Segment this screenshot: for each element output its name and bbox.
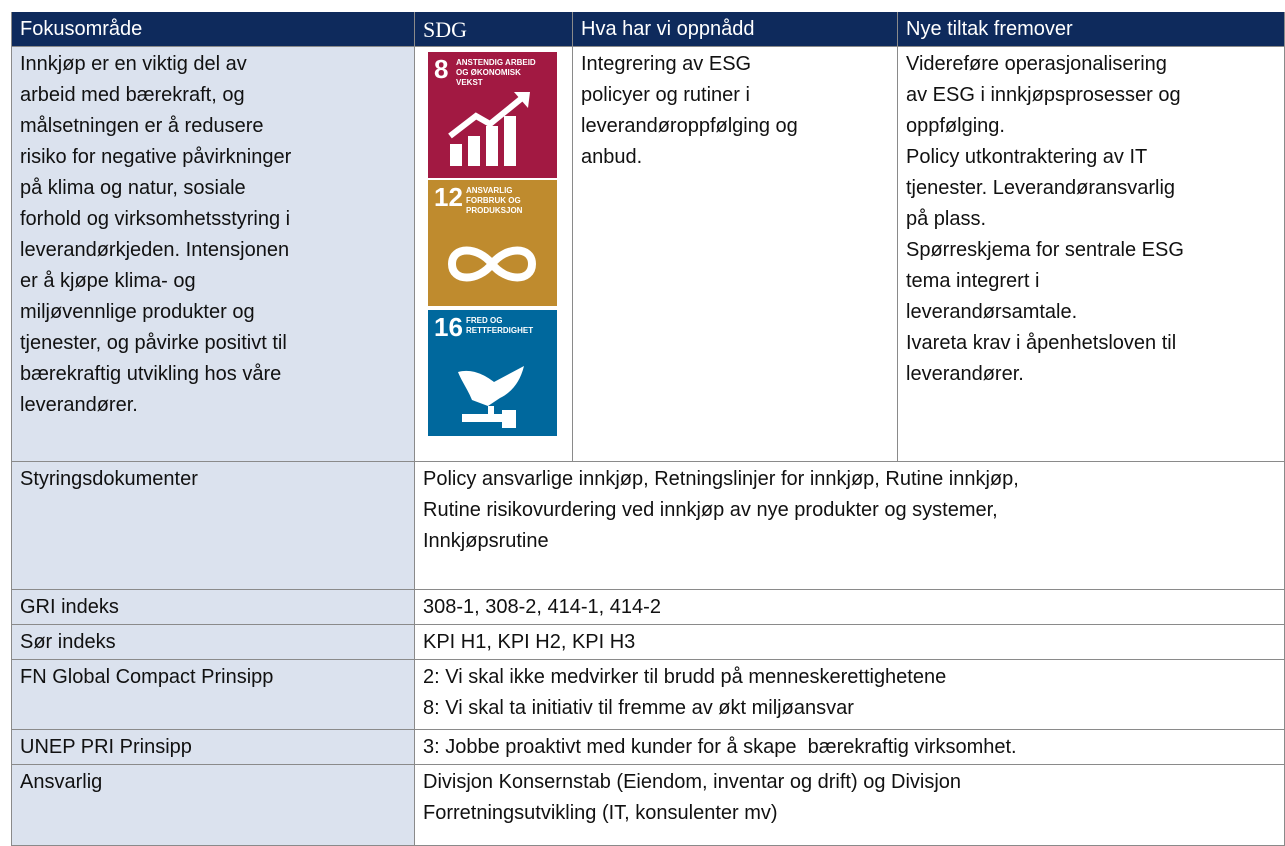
sdg-label: FRED OG RETTFERDIGHET — [466, 316, 533, 336]
text-line: oppfølging. — [906, 115, 1005, 137]
text-line: Innkjøpsrutine — [423, 530, 549, 552]
text-line: av ESG i innkjøpsprosesser og — [906, 84, 1181, 106]
next-cell: Videreføre operasjonalisering av ESG i in… — [898, 47, 1285, 462]
row-value: KPI H1, KPI H2, KPI H3 — [415, 625, 1285, 660]
text-line: Integrering av ESG — [581, 53, 752, 75]
row-value: 3: Jobbe proaktivt med kunder for å skap… — [415, 730, 1285, 765]
sdg-cell — [415, 47, 573, 462]
sdg-icon: 8 ANSTENDIG ARBEID OG ØKONOMISK VEKST — [428, 52, 557, 178]
row-label: Ansvarlig — [12, 765, 415, 846]
table-border — [11, 12, 12, 846]
sdg-icon: 12 ANSVARLIG FORBRUK OG PRODUKSJON — [428, 180, 557, 306]
text-line: tjenester. Leverandøransvarlig — [906, 177, 1176, 199]
text-line: er å kjøpe klima- og — [20, 270, 196, 292]
sdg-label-line: ANSVARLIG — [466, 186, 513, 195]
row-value: Policy ansvarlige innkjøp, Retningslinje… — [415, 462, 1285, 590]
row-value: 308-1, 308-2, 414-1, 414-2 — [415, 590, 1285, 625]
text-line: arbeid med bærekraft, og — [20, 84, 245, 106]
text-line: 2: Vi skal ikke medvirker til brudd på m… — [423, 666, 947, 688]
sdg-label-line: FORBRUK OG — [466, 196, 521, 205]
text-line: Innkjøp er en viktig del av — [20, 53, 247, 75]
row-label: GRI indeks — [12, 590, 415, 625]
text-line: leverandører. — [906, 363, 1024, 385]
text-line: Ivareta krav i åpenhetsloven til — [906, 332, 1177, 354]
text-line: målsetningen er å redusere — [20, 115, 264, 137]
text-line: leverandøroppfølging og — [581, 115, 798, 137]
sdg-glyph — [458, 366, 524, 428]
sdg-number: 16 — [434, 312, 463, 342]
sdg-icon: 16 FRED OG RETTFERDIGHET — [428, 310, 557, 436]
sdg-label-line: FRED OG — [466, 316, 503, 325]
row-label: Sør indeks — [12, 625, 415, 660]
row-label: FN Global Compact Prinsipp — [12, 660, 415, 730]
text-line: 8: Vi skal ta initiativ til fremme av øk… — [423, 697, 854, 719]
sdg-glyph — [447, 246, 537, 282]
sdg-label: ANSTENDIG ARBEID OG ØKONOMISK VEKST — [456, 58, 536, 88]
sdg-label-line: RETTFERDIGHET — [466, 326, 534, 335]
text-line: Spørreskjema for sentrale ESG — [906, 239, 1184, 261]
text-line: miljøvennlige produkter og — [20, 301, 255, 323]
text-line: bærekraftig utvikling hos våre — [20, 363, 282, 385]
row-label: Styringsdokumenter — [12, 462, 415, 590]
text-line: policyer og rutiner i — [581, 84, 750, 106]
sdg-label-line: PRODUKSJON — [466, 206, 523, 215]
text-line: Rutine risikovurdering ved innkjøp av ny… — [423, 499, 998, 521]
header-cell: Hva har vi oppnådd — [573, 12, 898, 47]
text-line: tjenester, og påvirke positivt til — [20, 332, 287, 354]
text-line: forhold og virksomhetsstyring i — [20, 208, 291, 230]
sdg-label-line: ANSTENDIG ARBEID — [456, 58, 536, 67]
text-line: KPI H1, KPI H2, KPI H3 — [423, 631, 636, 653]
text-line: 308-1, 308-2, 414-1, 414-2 — [423, 596, 661, 618]
sdg-number: 8 — [434, 54, 449, 84]
row-label: UNEP PRI Prinsipp — [12, 730, 415, 765]
achieved-cell: Integrering av ESG policyer og rutiner i l… — [573, 47, 898, 462]
header-cell: SDG — [415, 12, 573, 47]
text-line: leverandørsamtale. — [906, 301, 1078, 323]
header-cell: Fokusområde — [12, 12, 415, 47]
text-line: leverandører. — [20, 394, 138, 416]
text-line: tema integrert i — [906, 270, 1040, 292]
text-line: Videreføre operasjonalisering — [906, 53, 1167, 75]
focus-description: Innkjøp er en viktig del av arbeid med bæ… — [12, 47, 415, 462]
text-line: på klima og natur, sosiale — [20, 177, 246, 199]
sdg-label-line: VEKST — [456, 78, 483, 87]
header-cell: Nye tiltak fremover — [898, 12, 1285, 47]
text-line: leverandørkjeden. Intensjonen — [20, 239, 290, 261]
sdg-glyph — [448, 92, 530, 166]
sdg-number: 12 — [434, 182, 463, 212]
text-line: på plass. — [906, 208, 987, 230]
text-line: 3: Jobbe proaktivt med kunder for å skap… — [423, 736, 1017, 758]
text-line: risiko for negative påvirkninger — [20, 146, 292, 168]
text-line: Policy utkontraktering av IT — [906, 146, 1148, 168]
text-line: Divisjon Konsernstab (Eiendom, inventar … — [423, 771, 962, 793]
text-line: Policy ansvarlige innkjøp, Retningslinje… — [423, 468, 1019, 490]
row-value: Divisjon Konsernstab (Eiendom, inventar … — [415, 765, 1285, 846]
text-line: Forretningsutvikling (IT, konsulenter mv… — [423, 802, 778, 824]
sdg-label: ANSVARLIG FORBRUK OG PRODUKSJON — [466, 186, 522, 216]
text-line: anbud. — [581, 146, 643, 168]
sdg-label-line: OG ØKONOMISK — [456, 68, 521, 77]
row-value: 2: Vi skal ikke medvirker til brudd på m… — [415, 660, 1285, 730]
